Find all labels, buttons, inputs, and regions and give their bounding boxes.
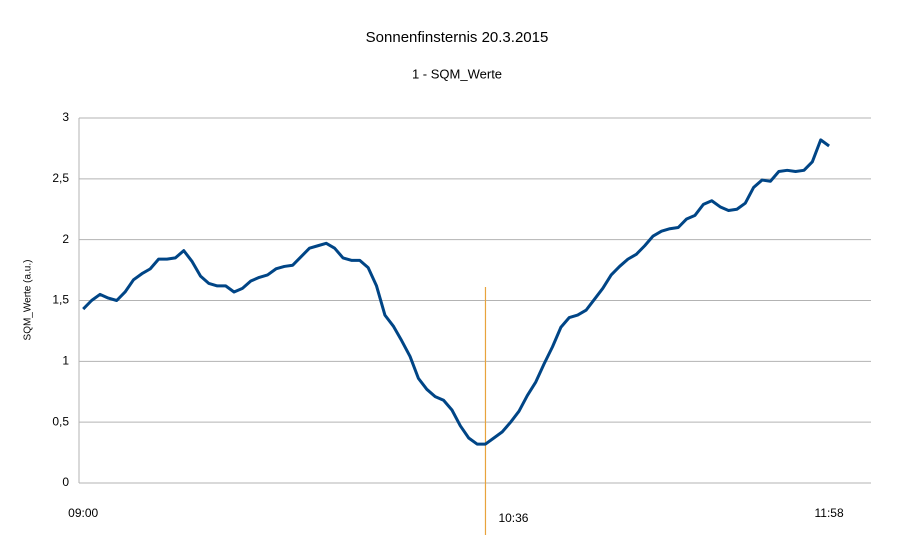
y-tick-label: 1,5: [52, 293, 69, 307]
y-tick-label: 1: [62, 354, 69, 368]
chart-subtitle: 1 - SQM_Werte: [412, 66, 502, 81]
chart-title: Sonnenfinsternis 20.3.2015: [366, 29, 549, 46]
x-tick-label: 09:00: [68, 506, 98, 520]
y-axis-label: SQM_Werte (a.u.): [23, 260, 34, 341]
x-tick-label: 11:58: [815, 506, 844, 520]
y-tick-label: 2,5: [52, 171, 69, 185]
y-tick-label: 3: [62, 110, 69, 124]
data-line: [82, 138, 830, 446]
x-tick-label: 10:36: [498, 511, 528, 525]
y-tick-label: 0: [62, 475, 69, 489]
y-tick-label: 0,5: [52, 414, 69, 428]
y-tick-label: 2: [62, 232, 69, 246]
